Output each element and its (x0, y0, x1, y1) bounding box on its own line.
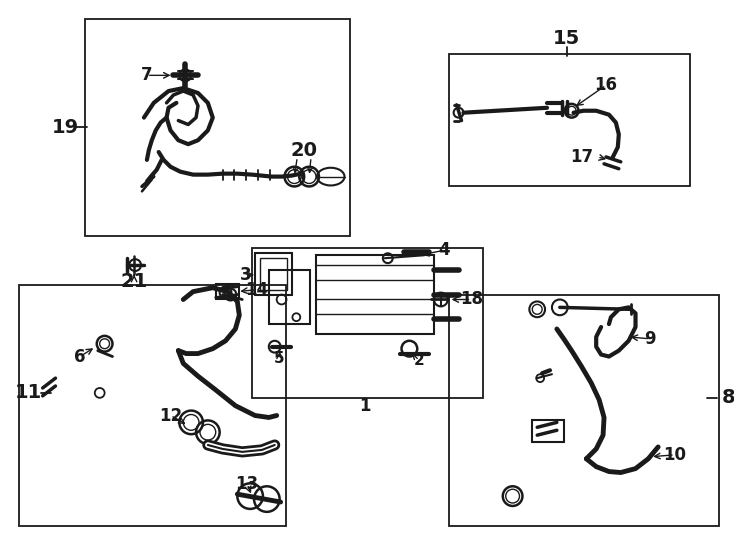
Text: 21: 21 (120, 272, 148, 291)
Text: 20: 20 (291, 140, 318, 159)
Bar (448, 295, 719, 525)
Text: 2: 2 (414, 353, 424, 368)
Bar (448, 53, 689, 186)
Text: 13: 13 (236, 475, 259, 494)
Text: 11: 11 (15, 383, 43, 402)
Bar (532, 421, 564, 442)
Text: 12: 12 (159, 407, 182, 424)
Text: 6: 6 (74, 348, 86, 366)
Text: 9: 9 (644, 330, 656, 348)
Bar (216, 284, 239, 300)
Text: 18: 18 (459, 291, 483, 308)
Bar (260, 258, 288, 289)
Text: 3: 3 (239, 266, 251, 284)
Bar (19, 285, 286, 525)
Text: 16: 16 (595, 76, 617, 94)
Text: 14: 14 (245, 281, 269, 299)
Text: 7: 7 (141, 66, 153, 84)
Text: 8: 8 (722, 388, 734, 407)
Text: 17: 17 (570, 148, 593, 166)
Text: 19: 19 (51, 118, 79, 137)
Text: 10: 10 (664, 446, 686, 464)
Text: 15: 15 (553, 30, 581, 49)
Bar (252, 248, 483, 398)
Bar (269, 270, 310, 324)
Text: 1: 1 (360, 397, 371, 415)
Bar (85, 19, 350, 235)
Text: 5: 5 (275, 351, 285, 366)
Text: 4: 4 (438, 241, 450, 259)
Bar (255, 253, 292, 295)
Bar (316, 255, 434, 334)
